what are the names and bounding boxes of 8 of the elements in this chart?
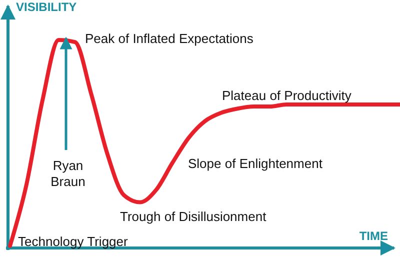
annotation: Technology Trigger <box>18 234 129 249</box>
annotation: Plateau of Productivity <box>222 88 352 103</box>
annotation: Slope of Enlightenment <box>188 156 323 171</box>
annotation: Ryan Braun <box>50 158 86 189</box>
y-axis-title: VISIBILITY <box>16 0 77 14</box>
annotation: Trough of Disillusionment <box>120 209 267 224</box>
annotation: Peak of Inflated Expectations <box>85 31 254 46</box>
x-axis-title: TIME <box>359 229 388 243</box>
